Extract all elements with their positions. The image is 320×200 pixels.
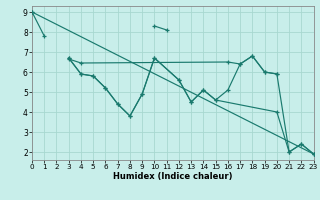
X-axis label: Humidex (Indice chaleur): Humidex (Indice chaleur) [113,172,233,181]
